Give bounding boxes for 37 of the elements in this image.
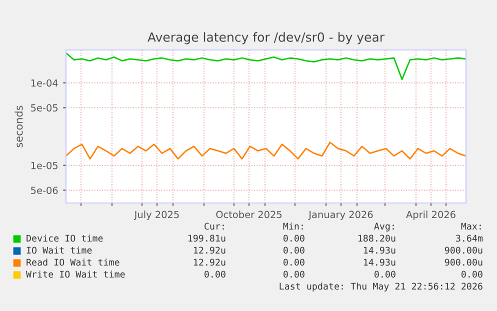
y-tick-label: 1e-04 [31, 79, 58, 87]
text: 3.64m [456, 234, 483, 242]
x-tick-label: July 2025 [134, 210, 179, 220]
x-tick-label: January 2026 [308, 210, 373, 220]
text: 12.92u [194, 246, 226, 254]
line-series [66, 142, 466, 160]
text: Min: [283, 222, 303, 230]
y-tick-label: 5e-05 [31, 104, 58, 112]
text: 12.92u [194, 258, 226, 266]
text: 188.20u [358, 234, 396, 242]
text: 0.00 [284, 246, 304, 254]
text: 0.00 [462, 270, 482, 278]
text: 199.81u [188, 234, 226, 242]
y-tick-label: 1e-05 [31, 162, 58, 170]
x-tick-label: April 2026 [406, 210, 456, 220]
text: 0.00 [284, 258, 304, 266]
chart-title: Average latency for /dev/sr0 - by year [148, 32, 385, 44]
legend-label: Device IO time [26, 234, 103, 242]
y-axis-title: seconds [14, 106, 23, 148]
y-tick-label: 5e-06 [31, 186, 58, 194]
text: Avg: [374, 222, 394, 232]
text: 0.00 [374, 270, 396, 278]
legend-label: IO Wait time [26, 246, 92, 254]
legend-label: Write IO Wait time [26, 270, 125, 278]
text: 900.00u [444, 258, 482, 266]
text: 0.00 [284, 234, 304, 242]
legend-label: Read IO Wait time [26, 258, 120, 266]
text: Max: [461, 222, 481, 230]
text: Last update: Thu May 21 22:56:12 2026 [280, 282, 482, 292]
text: 0.00 [284, 270, 304, 278]
text: 0.00 [204, 270, 226, 278]
text: 14.93u [364, 258, 396, 266]
text: 900.00u [444, 246, 482, 254]
line-series [66, 52, 466, 80]
text: 14.93u [364, 246, 396, 254]
text: Cur: [204, 222, 224, 230]
x-tick-label: October 2025 [216, 210, 282, 218]
